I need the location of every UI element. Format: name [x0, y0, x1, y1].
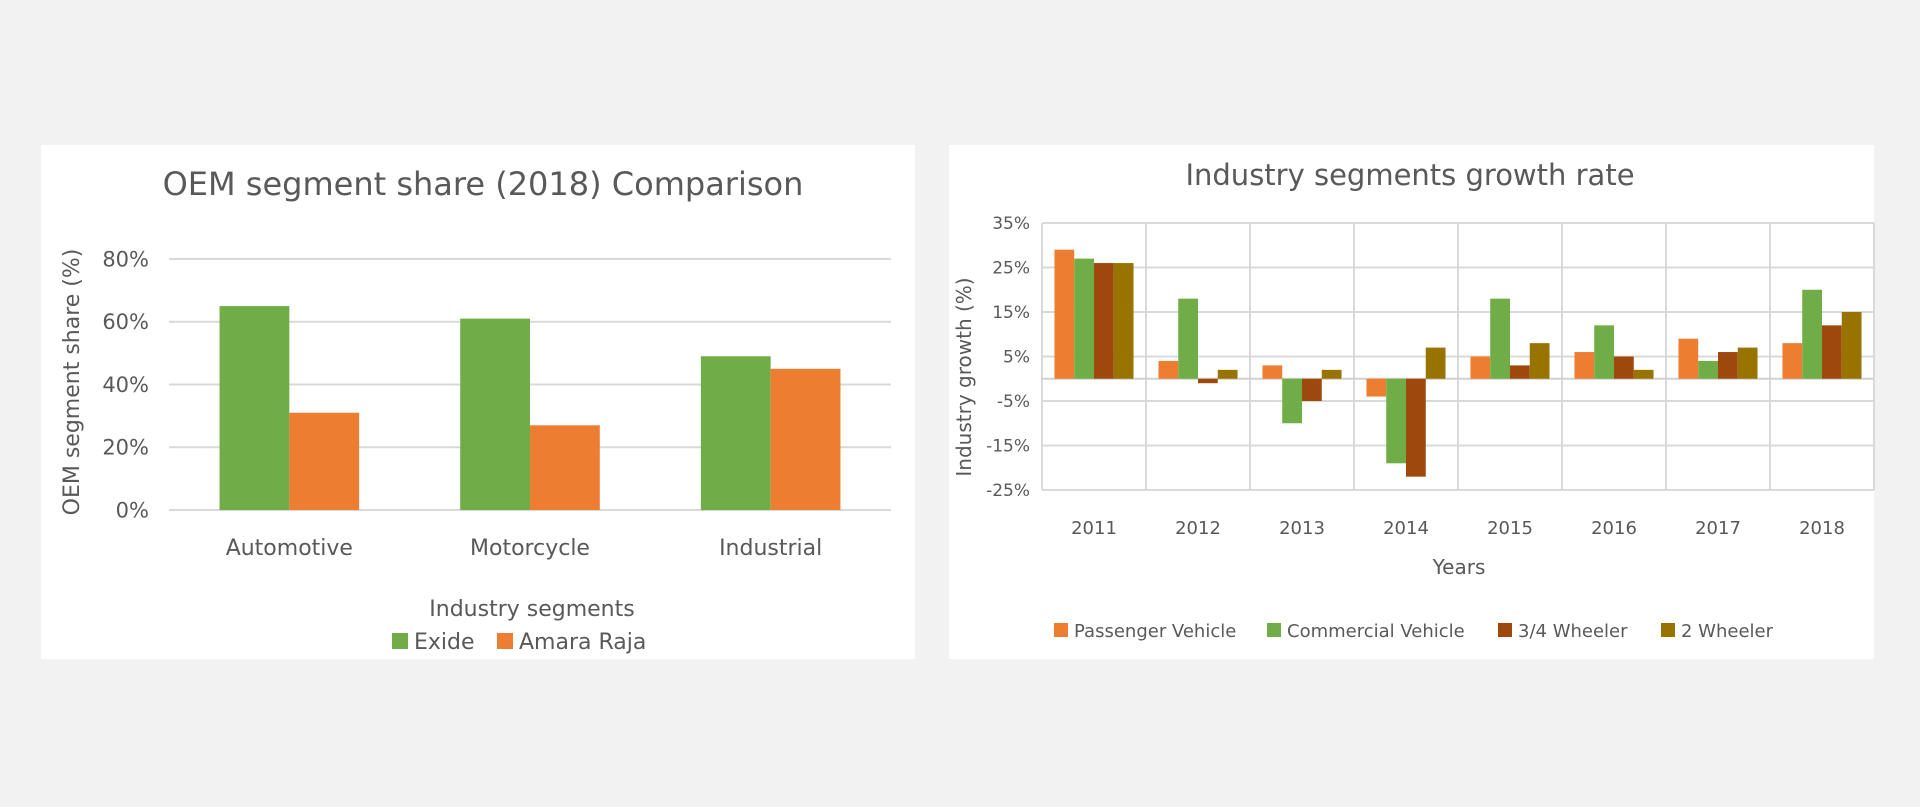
legend-label: 3/4 Wheeler — [1518, 621, 1628, 642]
legend-swatch — [1267, 623, 1281, 637]
bar — [1198, 378, 1218, 384]
bar — [1678, 338, 1699, 379]
legend-swatch — [392, 633, 408, 649]
y-tick-label: -25% — [986, 481, 1030, 501]
x-tick-label: 2015 — [1487, 518, 1533, 539]
x-tick-label: 2011 — [1071, 518, 1117, 539]
x-tick-label: 2013 — [1279, 518, 1325, 539]
bar — [1782, 343, 1803, 379]
bar — [460, 318, 530, 510]
bar — [1698, 360, 1718, 379]
bar — [1217, 369, 1238, 379]
x-tick-label: 2017 — [1695, 518, 1741, 539]
x-tick-label: Automotive — [226, 536, 353, 561]
bar — [1470, 356, 1491, 379]
y-tick-label: 0% — [116, 498, 149, 522]
y-tick-label: 25% — [992, 258, 1030, 278]
growth-rate-chart: Industry segments growth rate -25% -15% -5… — [952, 158, 1875, 642]
y-tick-label: 20% — [102, 436, 149, 460]
legend-label: Commercial Vehicle — [1287, 621, 1465, 642]
chart-title: OEM segment share (2018) Comparison — [163, 165, 804, 203]
bar — [700, 356, 771, 510]
bar — [1718, 352, 1738, 379]
y-tick-label: -5% — [997, 392, 1030, 412]
chart-title: Industry segments growth rate — [1185, 158, 1634, 192]
legend-swatch — [1661, 623, 1675, 637]
growth-rate-chart-panel: Industry segments growth rate -25% -15% -5… — [949, 145, 1875, 659]
bar — [1594, 325, 1614, 379]
bar — [1529, 343, 1550, 379]
legend-label: Exide — [414, 630, 475, 655]
bar — [219, 306, 290, 510]
bar — [1822, 325, 1842, 379]
y-tick-label: 60% — [102, 310, 149, 334]
y-tick-label: 5% — [1003, 347, 1030, 367]
x-tick-label: 2018 — [1799, 518, 1845, 539]
x-tick-label: 2012 — [1175, 518, 1221, 539]
bar — [1406, 378, 1426, 477]
bar — [1113, 263, 1134, 379]
legend-swatch — [497, 633, 513, 649]
legend-label: Amara Raja — [519, 630, 646, 655]
bar — [1802, 289, 1822, 379]
bar — [1321, 369, 1342, 379]
bar — [1386, 378, 1406, 464]
legend-swatch — [1498, 623, 1512, 637]
y-axis-title: Industry growth (%) — [952, 277, 976, 476]
bar — [1054, 249, 1075, 379]
x-axis-title: Years — [1432, 555, 1486, 579]
bar — [1074, 258, 1094, 379]
oem-share-chart-panel: OEM segment share (2018) Comparison 0% 20… — [41, 145, 915, 659]
x-tick-label: 2014 — [1383, 518, 1429, 539]
bar — [1510, 365, 1530, 379]
bar — [1094, 263, 1114, 379]
y-tick-label: 15% — [992, 303, 1030, 323]
bar — [1737, 347, 1758, 379]
legend-label: 2 Wheeler — [1681, 621, 1774, 642]
x-tick-label: 2016 — [1591, 518, 1637, 539]
x-tick-label: Industrial — [719, 536, 822, 561]
bar — [1614, 356, 1634, 379]
y-tick-label: 40% — [102, 373, 149, 397]
bar — [1633, 369, 1654, 379]
bar — [1841, 312, 1862, 379]
bar — [289, 412, 360, 510]
bar — [770, 368, 841, 510]
bar — [1178, 298, 1198, 379]
bar — [1490, 298, 1510, 379]
legend-swatch — [1054, 623, 1068, 637]
y-tick-label: 35% — [992, 214, 1030, 234]
bar — [1425, 347, 1446, 379]
legend-label: Passenger Vehicle — [1074, 621, 1236, 642]
bar — [1282, 378, 1302, 424]
bar — [1262, 365, 1283, 379]
y-tick-label: 80% — [102, 247, 149, 271]
bar — [1158, 360, 1179, 379]
x-axis-title: Industry segments — [429, 597, 634, 622]
y-axis-title: OEM segment share (%) — [60, 249, 85, 516]
bar — [1574, 352, 1595, 379]
bar — [1302, 378, 1322, 401]
bar — [1366, 378, 1387, 397]
x-tick-label: Motorcycle — [470, 536, 590, 561]
bar — [530, 425, 600, 510]
oem-share-chart: OEM segment share (2018) Comparison 0% 20… — [60, 165, 891, 655]
y-tick-label: -15% — [986, 436, 1030, 456]
